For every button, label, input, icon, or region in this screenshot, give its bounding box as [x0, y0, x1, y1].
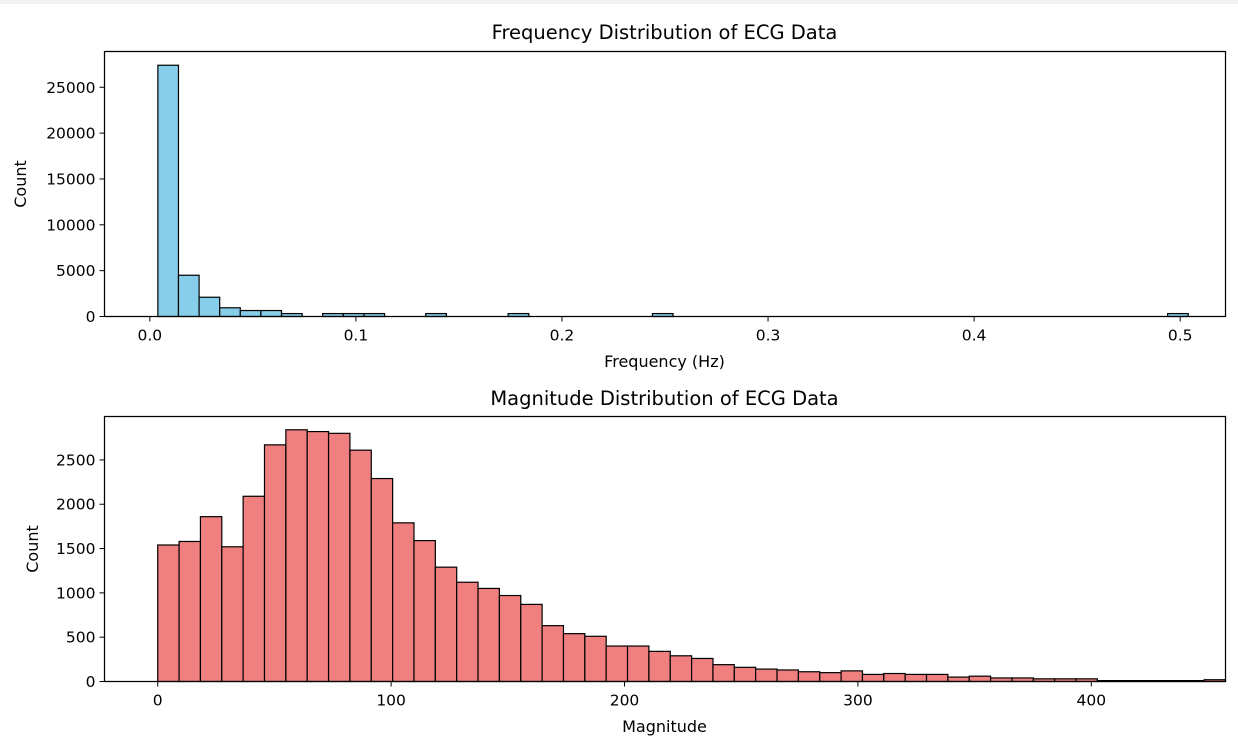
plot-frame [103, 50, 1227, 318]
histogram-bar [349, 449, 372, 683]
y-tick-label: 20000 [46, 125, 95, 143]
histogram-bar [392, 522, 415, 683]
histogram-bar [199, 516, 223, 683]
histogram-bar [776, 669, 799, 683]
x-tick-label: 200 [610, 692, 640, 710]
histogram-bar [797, 671, 821, 683]
y-tick-label: 500 [66, 629, 96, 647]
histogram-bar [157, 544, 180, 683]
histogram-bar [605, 645, 629, 683]
y-axis-label: Count [23, 525, 42, 573]
histogram-bar [626, 645, 650, 683]
histogram-bar [861, 673, 885, 683]
histogram-bar [691, 657, 714, 683]
y-tick-label: 15000 [46, 170, 95, 188]
histogram-bar [327, 432, 351, 683]
histogram-bar [840, 670, 864, 683]
y-axis-label: Count [11, 160, 30, 208]
y-tick-label: 10000 [46, 216, 95, 234]
histogram-bar [413, 539, 436, 683]
histogram-bar [239, 309, 262, 318]
histogram-bar [925, 673, 949, 683]
x-ticks: 0.0 0.1 0.2 0.3 0.4 0.5 [138, 316, 1193, 345]
y-tick-label: 5000 [56, 262, 95, 280]
x-tick-label: 0.4 [962, 327, 987, 345]
histogram-bar [477, 587, 501, 683]
histogram-bar [198, 296, 221, 318]
histogram-bar [498, 594, 522, 683]
x-axis-label: Frequency (Hz) [604, 352, 725, 371]
y-tick-label: 1000 [56, 584, 95, 602]
histogram-bar [669, 655, 693, 683]
chart-title: Magnitude Distribution of ECG Data [490, 387, 838, 410]
histogram-bar [904, 673, 928, 683]
histogram-bar [157, 64, 180, 318]
bars [157, 429, 1227, 683]
histogram-bar [541, 625, 565, 683]
histogram-bar [733, 666, 757, 683]
histogram-bar [260, 309, 283, 318]
histogram-bar [819, 672, 842, 683]
histogram-bar [755, 668, 778, 683]
y-tick-label: 2500 [56, 451, 95, 469]
histogram-bar [242, 495, 266, 683]
magnitude-histogram-panel: Magnitude Distribution of ECG Data Magni… [23, 387, 1227, 736]
histogram-bar [221, 546, 244, 683]
histogram-bar [456, 581, 479, 683]
histogram-bar [370, 477, 394, 683]
y-ticks: 0 500 1000 1500 2000 2500 [56, 451, 105, 691]
y-tick-label: 2000 [56, 496, 95, 514]
histogram-bar [562, 633, 586, 683]
histogram-bar [883, 672, 906, 683]
y-tick-label: 1500 [56, 540, 95, 558]
x-ticks: 0 100 200 300 400 [153, 681, 1107, 710]
plot-frame [103, 415, 1227, 683]
histogram-bar [434, 566, 458, 683]
histogram-bar [520, 603, 543, 683]
y-tick-label: 25000 [46, 79, 95, 97]
x-tick-label: 400 [1077, 692, 1107, 710]
y-tick-label: 0 [86, 308, 96, 326]
x-tick-label: 0.1 [344, 327, 369, 345]
y-tick-label: 0 [86, 673, 96, 691]
x-tick-label: 300 [843, 692, 873, 710]
histogram-bar [285, 429, 308, 683]
histogram-bar [968, 675, 992, 683]
x-tick-label: 0.2 [550, 327, 575, 345]
chart-title: Frequency Distribution of ECG Data [492, 21, 838, 44]
histogram-bar [219, 307, 241, 318]
y-ticks: 0 5000 10000 15000 20000 25000 [46, 79, 105, 326]
histogram-bar [712, 664, 735, 683]
histogram-bar [947, 676, 970, 683]
x-tick-label: 0 [153, 692, 163, 710]
x-tick-label: 0.0 [138, 327, 163, 345]
histogram-bar [177, 274, 200, 318]
bars [157, 64, 1189, 318]
x-tick-label: 0.5 [1168, 327, 1193, 345]
histogram-bar [306, 430, 330, 683]
x-tick-label: 0.3 [756, 327, 781, 345]
window-top-strip [0, 0, 1238, 4]
frequency-histogram-panel: Frequency Distribution of ECG Data Frequ… [11, 21, 1227, 371]
x-axis-label: Magnitude [622, 717, 707, 736]
histogram-bar [178, 540, 202, 683]
histogram-bar [648, 650, 671, 683]
x-tick-label: 100 [376, 692, 406, 710]
histogram-bar [263, 444, 287, 683]
histogram-bar [584, 635, 607, 683]
